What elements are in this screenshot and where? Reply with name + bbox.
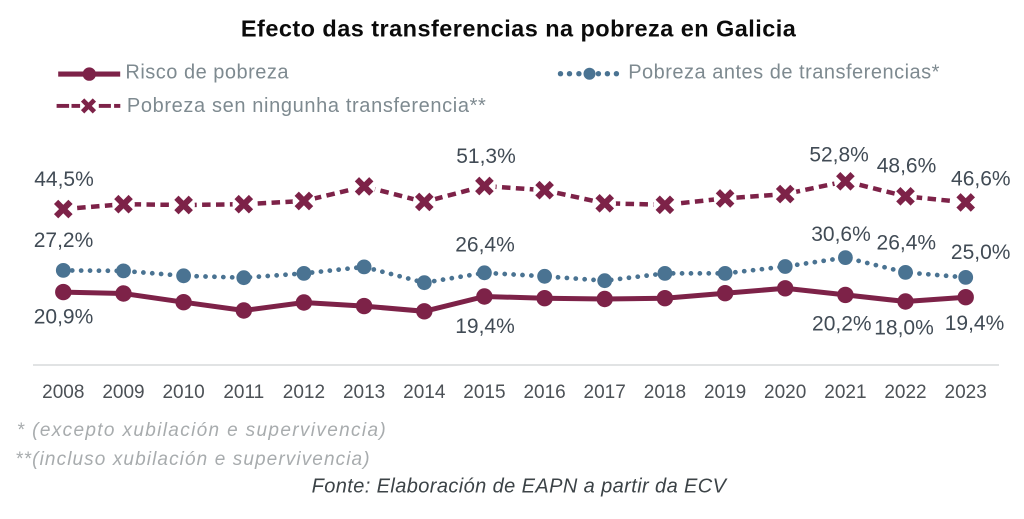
svg-text:2018: 2018 <box>644 382 686 403</box>
svg-text:20,2%: 20,2% <box>812 313 872 336</box>
svg-text:Pobreza antes de transferencia: Pobreza antes de transferencias* <box>628 61 940 83</box>
svg-text:19,4%: 19,4% <box>945 312 1005 335</box>
svg-text:2017: 2017 <box>584 382 626 403</box>
svg-text:20,9%: 20,9% <box>34 306 94 329</box>
svg-text:18,0%: 18,0% <box>874 317 934 340</box>
svg-text:51,3%: 51,3% <box>456 145 516 168</box>
svg-text:Fonte: Elaboración de EAPN a p: Fonte: Elaboración de EAPN a partir da E… <box>312 476 728 498</box>
svg-text:26,4%: 26,4% <box>877 231 937 254</box>
svg-text:48,6%: 48,6% <box>877 155 937 178</box>
svg-text:2023: 2023 <box>945 382 987 403</box>
svg-text:44,5%: 44,5% <box>34 168 94 191</box>
svg-text:46,6%: 46,6% <box>951 167 1011 190</box>
svg-text:2016: 2016 <box>523 382 565 403</box>
svg-text:2020: 2020 <box>764 382 806 403</box>
svg-text:2010: 2010 <box>162 382 204 403</box>
svg-text:30,6%: 30,6% <box>811 223 871 246</box>
svg-text:Pobreza sen ningunha transfere: Pobreza sen ningunha transferencia** <box>127 95 487 117</box>
svg-text:52,8%: 52,8% <box>809 143 869 166</box>
svg-text:2021: 2021 <box>824 382 866 403</box>
svg-text:**(incluso xubilación e superv: **(incluso xubilación e supervivencia) <box>15 449 370 470</box>
svg-text:2014: 2014 <box>403 382 446 403</box>
svg-text:27,2%: 27,2% <box>34 229 94 252</box>
svg-text:25,0%: 25,0% <box>951 241 1011 264</box>
svg-text:Risco de pobreza: Risco de pobreza <box>125 61 289 83</box>
svg-text:19,4%: 19,4% <box>455 315 515 338</box>
svg-text:2009: 2009 <box>102 382 144 403</box>
svg-text:2022: 2022 <box>884 382 926 403</box>
svg-text:Efecto das transferencias na p: Efecto das transferencias na pobreza en … <box>241 16 797 42</box>
svg-text:2008: 2008 <box>42 382 84 403</box>
svg-text:2013: 2013 <box>343 382 385 403</box>
svg-text:2011: 2011 <box>223 382 264 403</box>
svg-text:* (excepto xubilación e superv: * (excepto xubilación e supervivencia) <box>17 420 387 441</box>
svg-text:26,4%: 26,4% <box>455 233 515 256</box>
svg-text:2012: 2012 <box>283 382 325 403</box>
svg-text:2019: 2019 <box>704 382 746 403</box>
svg-text:2015: 2015 <box>463 382 505 403</box>
